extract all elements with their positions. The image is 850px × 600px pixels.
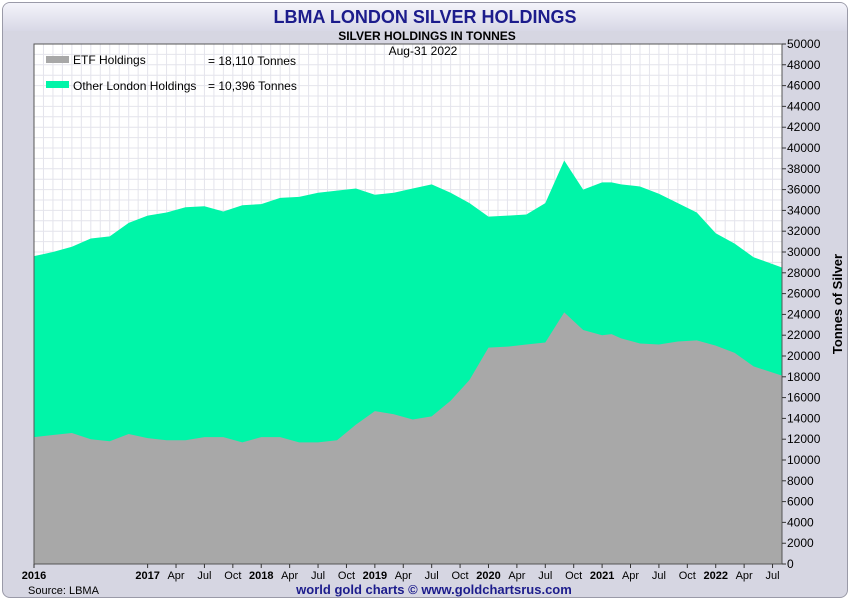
chart-title: LBMA LONDON SILVER HOLDINGS (273, 7, 577, 27)
y-tick-label: 18000 (787, 370, 821, 384)
y-tick-label: 48000 (787, 58, 821, 72)
y-tick-label: 26000 (787, 287, 821, 301)
area-etf-holdings (34, 312, 782, 564)
y-tick-label: 8000 (787, 474, 814, 488)
x-tick-label: Apr (167, 570, 184, 582)
source-note: Source: LBMA (28, 585, 100, 597)
y-tick-label: 10000 (787, 453, 821, 467)
x-tick-label: Oct (679, 570, 696, 582)
y-axis: 0 2000 4000 6000 8000 10000 12000 14000 16000 180… (782, 37, 821, 571)
x-tick-label: Apr (281, 570, 298, 582)
y-tick-label: 24000 (787, 307, 821, 321)
y-tick-label: 16000 (787, 391, 821, 405)
x-tick-label: Oct (565, 570, 582, 582)
legend-swatch-other (46, 81, 69, 88)
y-tick-label: 50000 (787, 37, 821, 51)
x-tick-label: 2021 (590, 570, 614, 582)
x-tick-label: 2017 (135, 570, 159, 582)
x-tick-label: Jul (538, 570, 552, 582)
chart-subtitle: SILVER HOLDINGS IN TONNES (338, 31, 516, 43)
x-tick-label: Jul (311, 570, 325, 582)
y-axis-title: Tonnes of Silver (830, 254, 845, 354)
x-tick-label: Apr (395, 570, 412, 582)
x-tick-label: Apr (508, 570, 525, 582)
x-tick-label: 2022 (703, 570, 727, 582)
legend-label-etf: ETF Holdings (73, 53, 146, 67)
y-tick-label: 4000 (787, 515, 814, 529)
credit-note: world gold charts © www.goldchartsrus.co… (295, 582, 572, 597)
legend-swatch-etf (46, 56, 69, 63)
x-tick-label: Apr (736, 570, 753, 582)
chart-date: Aug-31 2022 (389, 44, 458, 58)
x-tick-label: Oct (452, 570, 469, 582)
legend-label-other: Other London Holdings (73, 79, 196, 93)
x-tick-label: Jul (766, 570, 780, 582)
y-tick-label: 36000 (787, 183, 821, 197)
area-layer (34, 160, 782, 565)
chart: 0 2000 4000 6000 8000 10000 12000 14000 16000 180… (22, 31, 845, 597)
y-tick-label: 42000 (787, 120, 821, 134)
y-tick-label: 28000 (787, 266, 821, 280)
legend-value-etf: = 18,110 Tonnes (208, 54, 296, 68)
y-tick-label: 34000 (787, 203, 821, 217)
legend-value-other: = 10,396 Tonnes (208, 79, 297, 93)
y-tick-label: 40000 (787, 141, 821, 155)
y-tick-label: 44000 (787, 99, 821, 113)
x-tick-label: Oct (224, 570, 241, 582)
y-tick-label: 22000 (787, 328, 821, 342)
y-tick-label: 2000 (787, 536, 814, 550)
x-tick-label: Apr (622, 570, 639, 582)
y-tick-label: 30000 (787, 245, 821, 259)
x-tick-label: Jul (197, 570, 211, 582)
x-tick-label: 2020 (476, 570, 500, 582)
y-tick-label: 14000 (787, 411, 821, 425)
y-tick-label: 20000 (787, 349, 821, 363)
legend: ETF Holdings = 18,110 Tonnes Other Londo… (46, 53, 297, 93)
x-axis: 2016 2017 Apr Jul Oct 2018 Apr Jul Oct 2019 Apr Jul… (22, 564, 780, 582)
y-tick-label: 32000 (787, 224, 821, 238)
y-tick-label: 46000 (787, 79, 821, 93)
y-tick-label: 12000 (787, 432, 821, 446)
y-tick-label: 0 (787, 557, 794, 571)
y-tick-label: 6000 (787, 495, 814, 509)
plot-border (33, 43, 783, 565)
x-tick-label: 2019 (363, 570, 387, 582)
x-tick-label: Jul (425, 570, 439, 582)
title-bar: LBMA LONDON SILVER HOLDINGS (3, 3, 847, 31)
y-tick-label: 38000 (787, 162, 821, 176)
x-tick-label: Jul (652, 570, 666, 582)
x-tick-label: Oct (338, 570, 355, 582)
x-tick-label: 2016 (22, 570, 46, 582)
x-tick-label: 2018 (249, 570, 273, 582)
